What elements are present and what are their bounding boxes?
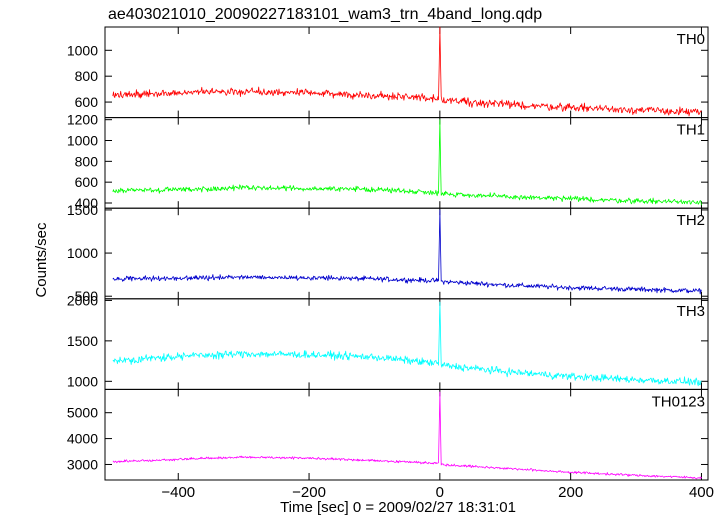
panel-th3: 1000 1500 2000 TH3 bbox=[67, 292, 709, 390]
panel-th1: 400 600 800 1000 1200 TH1 bbox=[67, 112, 709, 211]
y-tick-label: 1000 bbox=[67, 373, 98, 389]
series-label: TH2 bbox=[677, 212, 705, 229]
x-tick-label: 200 bbox=[558, 484, 583, 501]
panel-frame bbox=[104, 117, 709, 209]
series-line-th3 bbox=[112, 301, 702, 387]
y-tick-label: 1000 bbox=[67, 133, 98, 149]
y-tick-label: 800 bbox=[75, 68, 99, 84]
y-tick-label: 600 bbox=[75, 94, 99, 110]
chart-title: ae403021010_20090227183101_wam3_trn_4ban… bbox=[108, 6, 542, 23]
x-axis-label: Time [sec] 0 = 2009/02/27 18:31:01 bbox=[280, 499, 516, 516]
y-axis-label: Counts/sec bbox=[33, 222, 50, 298]
panel-frame bbox=[104, 388, 709, 481]
x-tick-label: 0 bbox=[436, 484, 444, 501]
y-tick-label: 1500 bbox=[67, 333, 98, 349]
x-tick-label: −200 bbox=[292, 484, 326, 501]
y-tick-label: 500 bbox=[75, 288, 99, 304]
y-tick-label: 4000 bbox=[67, 431, 98, 447]
panel-th2: 500 1000 1500 TH2 bbox=[67, 202, 709, 304]
y-tick-label: 1200 bbox=[67, 112, 98, 128]
series-label: TH1 bbox=[677, 122, 705, 139]
panel-frame bbox=[104, 207, 709, 300]
y-tick-label: 400 bbox=[75, 195, 99, 211]
y-tick-label: 2000 bbox=[67, 292, 98, 308]
y-tick-label: 1000 bbox=[67, 42, 98, 58]
series-line-th2 bbox=[112, 209, 702, 295]
x-tick-label: 400 bbox=[689, 484, 714, 501]
series-label: TH0 bbox=[677, 31, 705, 48]
panel-frame bbox=[104, 26, 709, 119]
panel-th0: 600 800 1000 TH0 bbox=[67, 26, 709, 119]
y-tick-label: 600 bbox=[75, 174, 99, 190]
x-tick-label: −400 bbox=[161, 484, 195, 501]
y-tick-label: 800 bbox=[75, 153, 99, 169]
series-label: TH0123 bbox=[652, 393, 705, 410]
y-tick-label: 5000 bbox=[67, 405, 98, 421]
panels-group: 6008001000TH040060080010001200TH15001000… bbox=[67, 26, 714, 501]
y-tick-label: 1000 bbox=[67, 245, 98, 261]
series-line-th0 bbox=[112, 26, 702, 117]
y-tick-label: 1500 bbox=[67, 202, 98, 218]
series-line-th1 bbox=[112, 119, 702, 206]
series-line-th0123 bbox=[112, 391, 702, 480]
series-label: TH3 bbox=[677, 303, 705, 320]
panel-th0123: 3000 4000 5000 TH0123 bbox=[67, 388, 709, 481]
y-tick-label: 3000 bbox=[67, 456, 98, 472]
